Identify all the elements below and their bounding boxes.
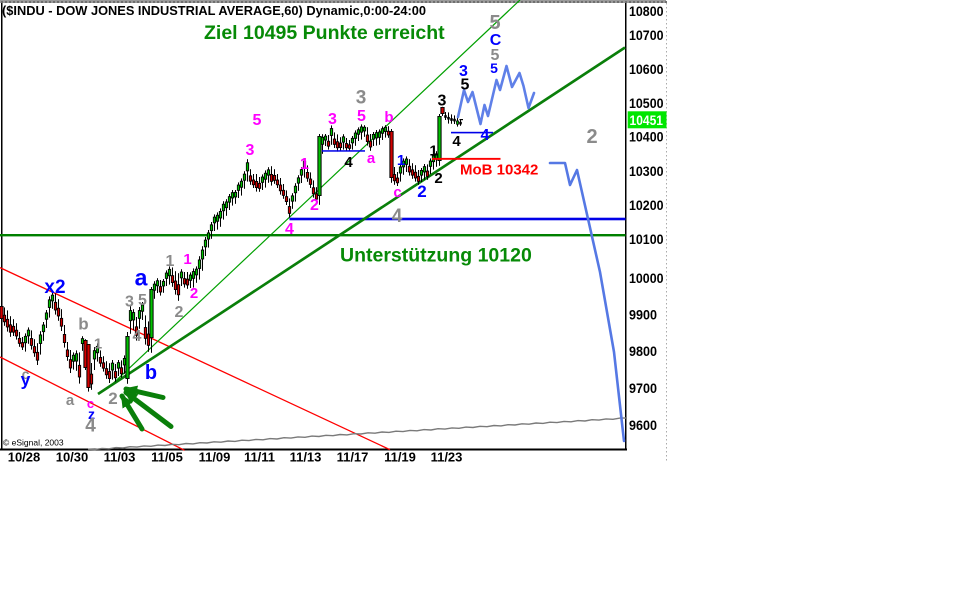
- svg-text:2: 2: [586, 126, 597, 148]
- svg-text:1: 1: [183, 251, 191, 268]
- svg-text:1: 1: [429, 143, 437, 160]
- svg-text:a: a: [66, 392, 75, 409]
- svg-text:5: 5: [490, 60, 498, 76]
- svg-text:© eSignal, 2003: © eSignal, 2003: [3, 437, 64, 447]
- svg-text:($INDU - DOW JONES INDUSTRIAL: ($INDU - DOW JONES INDUSTRIAL AVERAGE,60…: [2, 4, 426, 18]
- svg-text:a: a: [135, 264, 148, 290]
- svg-text:5: 5: [491, 47, 500, 64]
- svg-text:4: 4: [344, 154, 353, 171]
- svg-text:9800: 9800: [629, 343, 657, 359]
- svg-text:Unterstützung 10120: Unterstützung 10120: [340, 245, 532, 267]
- svg-text:b: b: [145, 362, 157, 384]
- svg-text:z: z: [88, 406, 95, 422]
- svg-text:9600: 9600: [629, 417, 657, 433]
- svg-text:1: 1: [397, 152, 405, 169]
- svg-text:3: 3: [328, 111, 337, 128]
- svg-text:10300: 10300: [629, 163, 664, 179]
- svg-text:b: b: [78, 315, 88, 334]
- svg-text:10700: 10700: [629, 27, 664, 43]
- svg-text:3: 3: [125, 294, 134, 311]
- svg-text:10800: 10800: [629, 3, 664, 19]
- svg-text:10/30: 10/30: [56, 450, 89, 465]
- svg-text:10400: 10400: [629, 129, 664, 145]
- svg-text:C: C: [490, 32, 502, 49]
- svg-text:2: 2: [310, 197, 319, 214]
- svg-text:4: 4: [285, 221, 294, 238]
- svg-text:11/19: 11/19: [384, 450, 416, 465]
- svg-text:b: b: [384, 109, 393, 126]
- svg-text:9900: 9900: [629, 307, 657, 323]
- svg-text:c: c: [87, 396, 94, 411]
- svg-text:10600: 10600: [629, 61, 664, 77]
- svg-text:11/09: 11/09: [199, 450, 231, 465]
- svg-text:2: 2: [190, 285, 198, 302]
- svg-text:5: 5: [253, 112, 262, 129]
- svg-text:1: 1: [166, 253, 175, 270]
- svg-text:2: 2: [108, 389, 117, 408]
- svg-text:10/28: 10/28: [8, 450, 41, 465]
- svg-text:10451: 10451: [630, 112, 664, 128]
- svg-text:MoB 10342: MoB 10342: [460, 162, 538, 179]
- svg-text:9700: 9700: [629, 380, 657, 396]
- svg-text:2: 2: [175, 304, 184, 321]
- svg-text:11/03: 11/03: [104, 450, 136, 465]
- svg-text:11/13: 11/13: [290, 450, 322, 465]
- svg-text:1: 1: [300, 156, 309, 173]
- svg-text:10000: 10000: [629, 270, 664, 286]
- svg-text:11/05: 11/05: [151, 450, 183, 465]
- svg-text:10200: 10200: [629, 197, 664, 213]
- svg-text:4: 4: [452, 133, 461, 150]
- svg-text:2: 2: [434, 170, 442, 187]
- svg-text:3: 3: [246, 142, 255, 159]
- svg-text:4: 4: [133, 328, 142, 345]
- svg-text:x2: x2: [44, 277, 65, 298]
- svg-text:4: 4: [392, 206, 403, 227]
- svg-text:10100: 10100: [629, 231, 664, 247]
- svg-text:c: c: [393, 184, 401, 201]
- svg-text:Ziel 10495 Punkte erreicht: Ziel 10495 Punkte erreicht: [204, 22, 445, 44]
- svg-text:5: 5: [138, 292, 147, 309]
- svg-text:11/23: 11/23: [431, 450, 463, 465]
- svg-text:5: 5: [489, 12, 500, 34]
- svg-text:5: 5: [461, 77, 470, 94]
- svg-text:3: 3: [356, 88, 367, 109]
- svg-text:3: 3: [438, 93, 447, 110]
- svg-text:y: y: [21, 370, 31, 390]
- svg-text:4: 4: [481, 127, 490, 144]
- svg-text:5: 5: [357, 108, 366, 125]
- svg-text:3: 3: [459, 63, 468, 80]
- svg-text:10500: 10500: [629, 95, 664, 111]
- svg-text:4: 4: [85, 416, 96, 437]
- svg-text:1: 1: [94, 336, 102, 353]
- svg-text:a: a: [367, 150, 376, 167]
- svg-text:11/11: 11/11: [244, 450, 275, 465]
- svg-text:2: 2: [417, 182, 426, 201]
- svg-text:c: c: [22, 366, 30, 382]
- svg-text:11/17: 11/17: [337, 450, 369, 465]
